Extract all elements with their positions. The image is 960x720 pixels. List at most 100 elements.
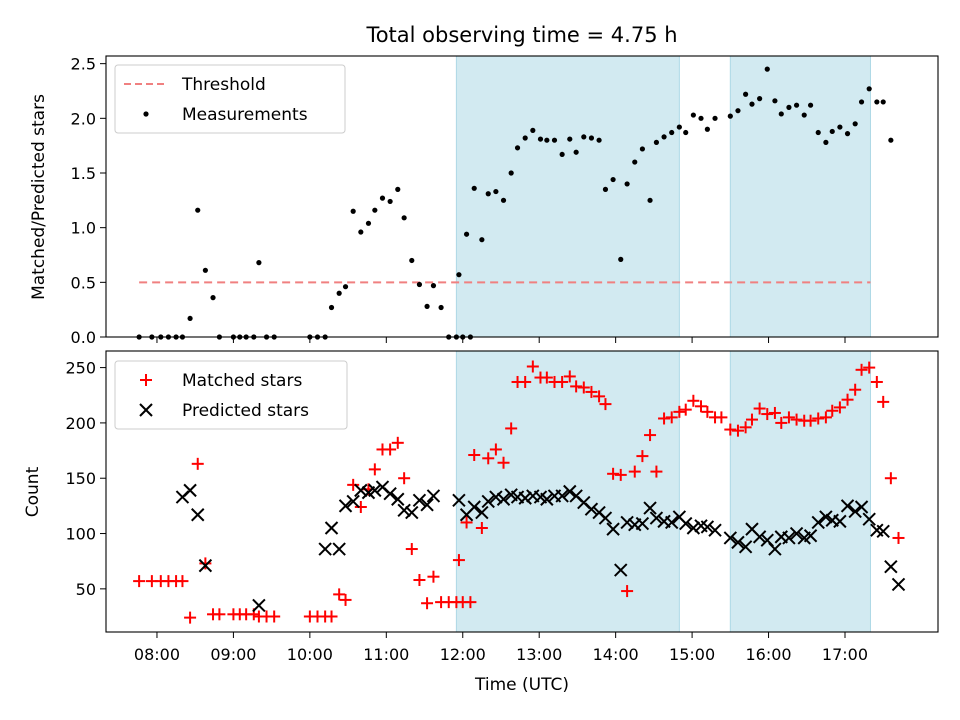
matched-star-point [563,370,576,383]
matched-star-point [731,424,744,437]
predicted-star-point [397,503,411,518]
measurement-point [471,185,477,191]
matched-star-point [191,457,204,470]
bottom-legend: Matched stars Predicted stars [114,360,348,430]
predicted-star-point [332,542,346,556]
top-y-tick-label: 0.5 [71,273,96,292]
matched-star-point [870,375,883,388]
predicted-stars-points [175,480,906,613]
predicted-star-point [338,499,353,513]
measurement-point [500,197,507,203]
measurement-point [551,137,558,143]
predicted-star-mark-b [598,511,613,525]
matched-star-point [526,360,539,373]
predicted-star-mark-b [854,500,869,514]
predicted-star-mark-b [649,511,664,525]
top-y-tick-label: 1.5 [71,164,96,183]
predicted-star-point [405,505,419,520]
matched-star-point [519,375,532,388]
bottom-y-axis-label: Count [23,466,43,517]
matched-star-point [413,574,426,587]
matched-star-point [775,416,788,429]
measurement-point [522,135,528,141]
predicted-star-mark-b [884,560,898,574]
measurement-point [379,195,386,201]
measurement-point [581,134,587,140]
top-observing-window-1 [729,55,871,338]
bot-y-tick-label: 150 [65,469,96,488]
predicted-star-point [803,529,818,543]
predicted-star-mark-b [526,489,540,503]
bottom-observing-windows [455,350,871,633]
top-y-ticks: 0.0 0.5 1.0 1.5 2.0 2.5 [71,55,106,347]
matched-star-point [489,443,502,456]
predicted-star-mark-b [620,515,634,530]
matched-stars-points [133,360,905,624]
top-legend: Threshold Measurements [114,64,346,134]
predicted-star-mark-b [745,522,759,536]
predicted-star-point [540,492,554,506]
measurement-point [559,151,565,158]
matched-star-point [497,456,510,469]
measurement-point [514,145,521,151]
predicted-star-mark-b [672,510,687,524]
predicted-star-point [318,542,332,556]
predicted-star-point [614,563,628,577]
predicted-star-mark-b [510,490,525,504]
predicted-star-mark-b [694,519,708,533]
predicted-star-mark-b [686,521,701,535]
predicted-star-point [833,514,847,529]
predicted-star-mark-b [324,521,339,535]
matched-star-point [339,593,352,606]
matched-star-point [577,381,590,394]
matched-star-point [268,610,281,623]
x-tick-label: 16:00 [745,645,791,664]
predicted-star-mark-b [518,491,532,505]
matched-star-point [570,380,583,393]
predicted-star-point [848,504,862,519]
measurement-point [328,304,335,311]
predicted-star-mark-b [489,490,503,504]
measurement-point [866,86,872,92]
matched-star-point [658,412,671,425]
measurement-point [837,124,843,130]
predicted-star-point [412,493,427,508]
top-y-tick-label: 2.5 [71,55,96,74]
predicted-star-mark-b [354,483,368,498]
predicted-star-mark-b [584,502,599,516]
top-legend-box [114,64,346,134]
bottom-x-ticks: 08:00 09:00 10:00 11:00 12:00 13:00 14:00 15:00… [134,632,868,664]
x-axis-label: Time (UTC) [474,675,569,695]
matched-star-point [841,393,854,406]
predicted-star-mark-b [811,515,825,530]
predicted-star-mark-b [496,492,511,506]
predicted-star-mark-b [657,514,671,529]
predicted-star-point [481,494,495,509]
top-y-tick-label: 1.0 [71,219,96,238]
predicted-star-mark-b [540,492,554,506]
predicted-star-point [496,492,511,506]
predicted-star-mark-b [760,533,774,547]
matched-star-point [665,411,678,424]
predicted-star-mark-b [577,495,591,510]
predicted-star-point [198,558,213,573]
predicted-star-point [252,598,266,613]
predicted-star-point [738,540,753,554]
measurement-point [479,237,485,243]
measurement-point [778,111,784,117]
matched-star-point [468,448,481,461]
predicted-star-mark-b [833,514,847,529]
measurement-point [880,99,886,105]
bot-y-tick-label: 250 [65,359,96,378]
matched-star-point [819,411,832,424]
matched-star-point [482,452,495,465]
predicted-star-mark-b [368,483,382,498]
matched-star-point [679,403,692,416]
predicted-star-point [876,524,890,539]
measurement-point [430,283,437,289]
predicted-star-mark-b [700,520,715,534]
measurement-point [372,207,378,213]
predicted-star-point [649,511,664,525]
measurement-point [424,303,430,309]
matched-star-point [715,411,728,424]
